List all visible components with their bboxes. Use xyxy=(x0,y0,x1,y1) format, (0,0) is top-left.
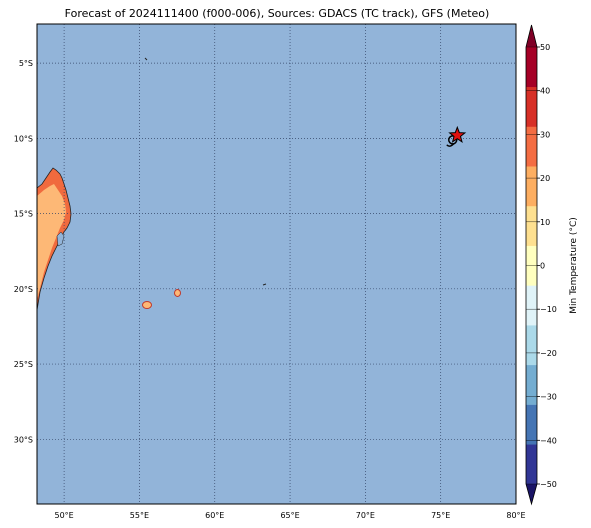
map-frame xyxy=(36,23,517,505)
colorbar-band xyxy=(526,364,537,405)
seychelles-islet xyxy=(144,57,148,61)
map-area xyxy=(36,23,517,505)
lon-tick-label: 65°E xyxy=(280,511,299,520)
lon-tick-label: 60°E xyxy=(205,511,224,520)
reunion-island xyxy=(142,301,152,309)
colorbar-tick-label: −50 xyxy=(540,480,557,489)
colorbar-tick-label: 0 xyxy=(540,262,545,271)
colorbar-tick-label: −20 xyxy=(540,349,557,358)
colorbar-label: Min Temperature (°C) xyxy=(569,217,579,314)
colorbar-band xyxy=(526,126,537,167)
graticule xyxy=(37,24,516,504)
rodrigues-islet xyxy=(262,283,267,286)
madagascar-inland-feature xyxy=(56,231,65,247)
colorbar-band xyxy=(526,444,537,485)
colorbar-band xyxy=(526,47,537,88)
lat-tick-label: 30°S xyxy=(14,435,33,444)
lat-tick-label: 20°S xyxy=(14,285,33,294)
lon-tick-label: 75°E xyxy=(431,511,450,520)
mauritius-island xyxy=(174,289,181,297)
colorbar: −50 −40 −30 −20 −10 0 10 20 30 40 50 Min Temperatur… xyxy=(525,24,579,506)
landmasses xyxy=(37,57,267,311)
ocean-background xyxy=(37,24,516,504)
lat-tick-label: 25°S xyxy=(14,360,33,369)
lon-tick-label: 50°E xyxy=(54,511,73,520)
cyclone-position-star-icon xyxy=(448,125,467,143)
colorbar-band xyxy=(526,404,537,445)
lon-tick-label: 70°E xyxy=(356,511,375,520)
cyclone-markers xyxy=(446,125,467,147)
colorbar-tick-label: −40 xyxy=(540,436,557,445)
colorbar-tick-label: 30 xyxy=(540,130,550,139)
colorbar-tick-label: −30 xyxy=(540,393,557,402)
colorbar-band xyxy=(526,166,537,207)
colorbar-under-arrow xyxy=(526,484,537,504)
colorbar-over-arrow xyxy=(526,25,537,47)
lon-tick-label: 80°E xyxy=(506,511,525,520)
colorbar-band xyxy=(526,325,537,366)
colorbar-band xyxy=(526,86,537,127)
lat-tick-label: 5°S xyxy=(19,59,33,68)
colorbar-tick-label: 20 xyxy=(540,174,550,183)
latitude-tick-labels: 5°S 10°S 15°S 20°S 25°S 30°S xyxy=(14,59,33,444)
colorbar-tick-label: 50 xyxy=(540,43,550,52)
lon-tick-label: 55°E xyxy=(130,511,149,520)
colorbar-tick-label: 10 xyxy=(540,218,550,227)
madagascar-interior xyxy=(37,184,66,300)
lat-tick-label: 10°S xyxy=(14,134,33,143)
lat-tick-label: 15°S xyxy=(14,210,33,219)
longitude-tick-labels: 50°E 55°E 60°E 65°E 70°E 75°E 80°E xyxy=(54,511,525,520)
colorbar-tick-label: 40 xyxy=(540,87,550,96)
colorbar-tick-label: −10 xyxy=(540,305,557,314)
colorbar-band xyxy=(526,205,537,246)
colorbar-band xyxy=(526,285,537,326)
map-title: Forecast of 2024111400 (f000-006), Sourc… xyxy=(64,7,490,20)
